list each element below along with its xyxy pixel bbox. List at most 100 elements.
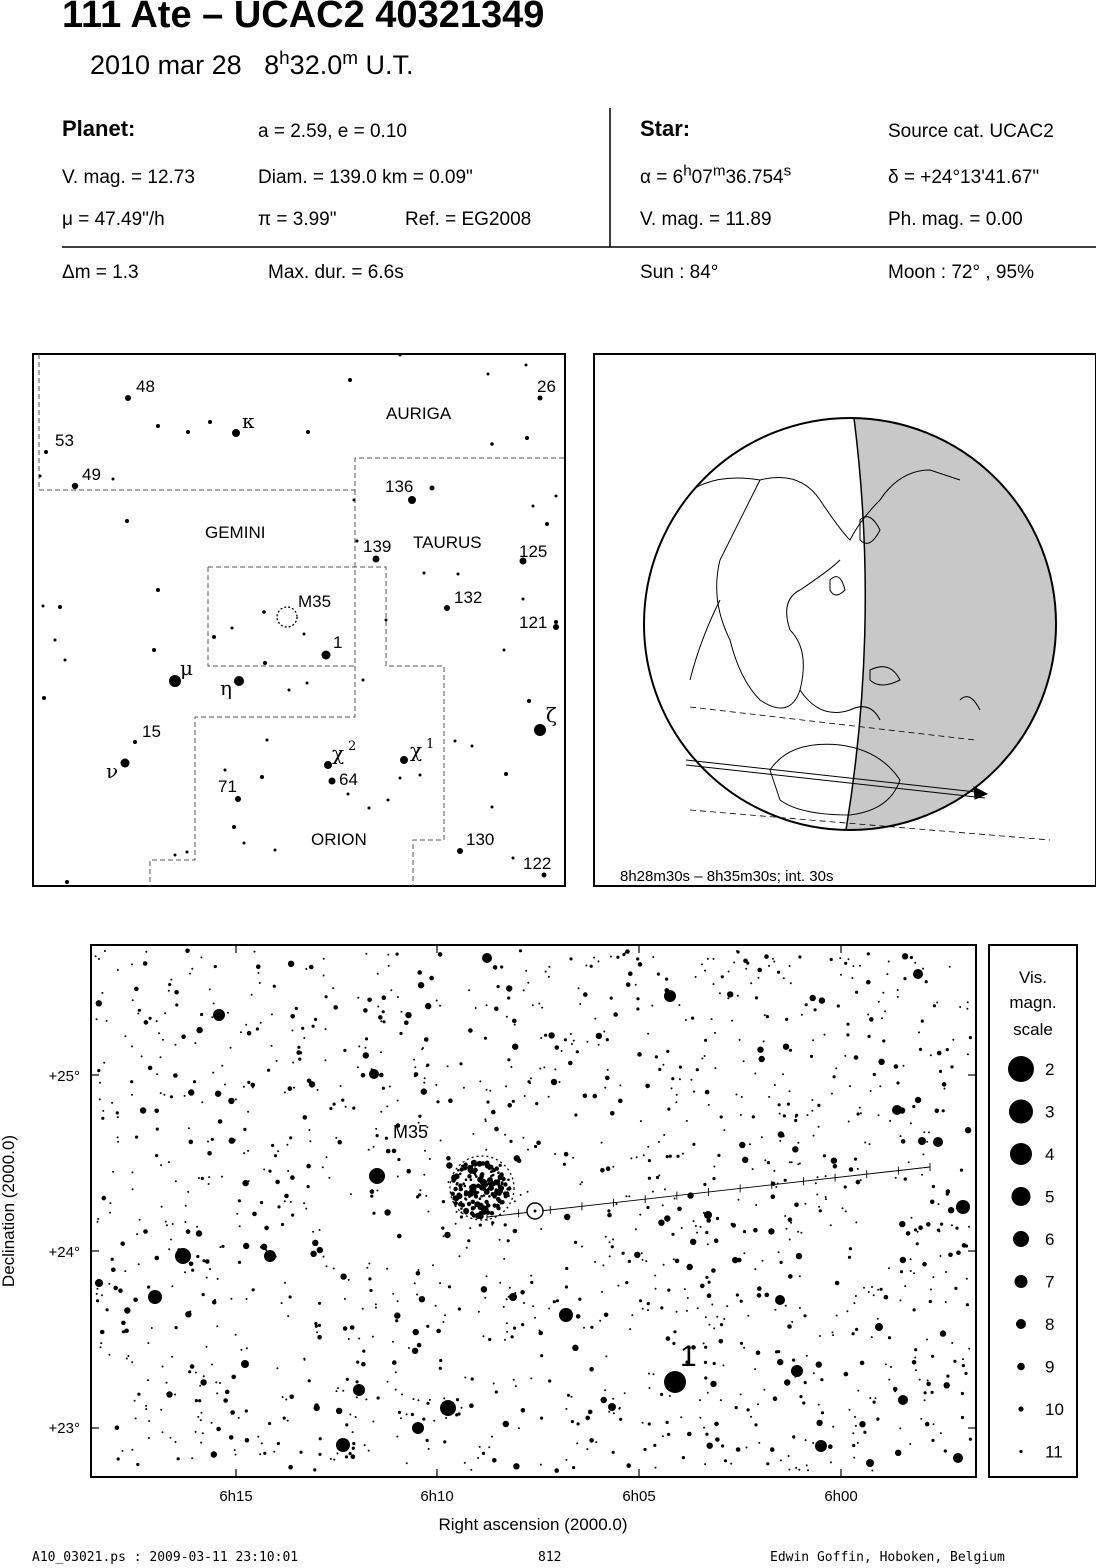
- detail-star: [194, 1430, 197, 1433]
- detail-star: [829, 1461, 832, 1464]
- detail-star: [491, 1223, 494, 1226]
- detail-star: [492, 1382, 495, 1385]
- detail-star: [812, 1372, 815, 1375]
- detail-star-bright: [369, 1069, 379, 1079]
- detail-star: [608, 1255, 611, 1258]
- detail-star: [176, 1457, 180, 1461]
- moon-info: Moon : 72° , 95%: [888, 262, 1034, 283]
- detail-star: [294, 1006, 298, 1011]
- cluster-star: [456, 1193, 460, 1196]
- detail-star: [355, 1396, 358, 1399]
- detail-star: [418, 1193, 422, 1197]
- detail-star: [510, 1066, 513, 1068]
- detail-star: [102, 1109, 105, 1112]
- detail-star: [751, 1115, 755, 1119]
- detail-star: [548, 1379, 552, 1383]
- detail-star: [112, 1170, 115, 1173]
- finder-star: [527, 699, 531, 703]
- detail-star: [221, 1175, 223, 1178]
- detail-star: [627, 1259, 632, 1263]
- detail-star: [538, 1002, 541, 1005]
- detail-star: [923, 1131, 926, 1134]
- detail-star: [854, 1295, 857, 1297]
- detail-star: [423, 1077, 426, 1080]
- detail-star: [707, 1103, 710, 1106]
- detail-star: [778, 1112, 781, 1115]
- detail-star: [219, 1382, 221, 1384]
- detail-star: [271, 1143, 275, 1148]
- detail-star: [964, 1127, 972, 1134]
- detail-star: [660, 1306, 664, 1310]
- detail-star: [723, 1318, 726, 1320]
- detail-star: [859, 1179, 862, 1182]
- detail-star: [798, 1162, 801, 1165]
- detail-star: [316, 1246, 323, 1254]
- detail-star: [740, 1095, 743, 1098]
- detail-star: [569, 1033, 572, 1035]
- detail-star: [718, 1338, 724, 1344]
- detail-star: [734, 1406, 738, 1410]
- detail-star: [500, 965, 504, 969]
- detail-star: [121, 1320, 126, 1326]
- detail-star: [362, 1349, 366, 1353]
- detail-star: [297, 1045, 301, 1049]
- detail-star: [966, 1001, 969, 1004]
- finder-star: [531, 504, 535, 508]
- detail-star: [606, 1068, 609, 1071]
- detail-star: [512, 1018, 517, 1024]
- globe-caption: 8h28m30s – 8h35m30s; int. 30s: [620, 868, 833, 885]
- detail-star: [147, 1065, 153, 1071]
- detail-star: [309, 1140, 312, 1143]
- hour-unit: h: [279, 48, 290, 69]
- detail-star: [615, 1203, 618, 1205]
- legend-label-11: 11: [1045, 1443, 1063, 1462]
- detail-star: [369, 1189, 375, 1194]
- detail-star: [538, 1330, 543, 1336]
- detail-star: [427, 1447, 430, 1450]
- detail-star: [163, 1093, 166, 1096]
- detail-star: [867, 1034, 871, 1038]
- detail-star: [184, 1204, 187, 1207]
- detail-star: [710, 1380, 717, 1388]
- detail-star: [769, 1447, 775, 1452]
- detail-star: [879, 1287, 883, 1291]
- detail-star: [777, 1251, 780, 1254]
- detail-star: [394, 1312, 401, 1319]
- detail-star: [563, 1151, 569, 1157]
- finder-star: [553, 624, 559, 630]
- detail-star: [758, 1441, 761, 1444]
- detail-star: [136, 1462, 140, 1467]
- detail-star: [290, 1014, 296, 1019]
- detail-star: [130, 1080, 134, 1084]
- detail-star: [848, 1247, 853, 1251]
- finder-star: [71, 482, 79, 490]
- detail-star: [372, 1211, 376, 1215]
- detail-star: [815, 1361, 822, 1368]
- detail-star: [647, 1422, 651, 1426]
- detail-star: [387, 964, 390, 967]
- legend-title-line2: magn.: [1009, 993, 1056, 1012]
- detail-star: [922, 1153, 925, 1156]
- detail-star: [135, 1135, 139, 1139]
- detail-star: [113, 1285, 118, 1291]
- legend-title-line1: Vis.: [1019, 968, 1047, 987]
- legend-label-2: 2: [1045, 1060, 1054, 1079]
- detail-star: [400, 1010, 403, 1013]
- detail-star: [753, 1227, 758, 1233]
- detail-star-bright: [898, 1395, 908, 1405]
- detail-star: [470, 1377, 474, 1381]
- detail-star: [540, 1416, 544, 1420]
- detail-star: [200, 1411, 203, 1414]
- detail-star: [131, 999, 134, 1002]
- detail-star: [395, 1123, 401, 1128]
- detail-star: [742, 1230, 747, 1234]
- detail-star: [395, 1319, 399, 1323]
- star-label-139: 139: [363, 537, 391, 556]
- detail-star: [694, 1225, 697, 1227]
- detail-star: [730, 1462, 733, 1465]
- detail-star: [441, 1200, 445, 1204]
- detail-star-bright: [704, 1211, 712, 1219]
- detail-star: [884, 1010, 887, 1013]
- detail-star: [597, 1043, 600, 1046]
- detail-star: [911, 1360, 917, 1365]
